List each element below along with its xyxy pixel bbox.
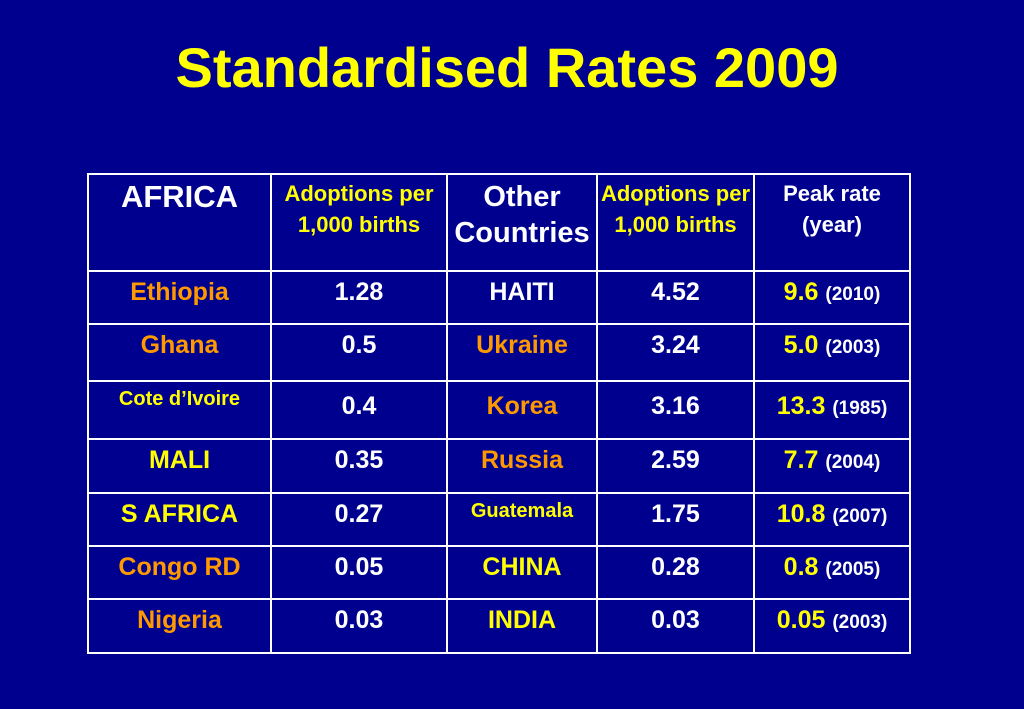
peak-rate: 0.05 [776,606,826,634]
africa-rate: 0.27 [270,492,448,547]
africa-country: S AFRICA [87,492,272,547]
other-country: Korea [446,380,598,440]
header-adoptions-africa: Adoptions per 1,000 births [270,173,448,272]
peak-year: (1985) [832,398,888,419]
table-row: Ghana 0.5 Ukraine 3.24 5.0 (2003) [87,323,911,382]
other-country: Russia [446,438,598,494]
peak-rate-cell: 5.0 (2003) [753,323,911,382]
peak-rate-cell: 0.8 (2005) [753,545,911,600]
table-header-row: AFRICA Adoptions per 1,000 births Other … [87,173,911,272]
africa-country: Ethiopia [87,270,272,325]
peak-rate-cell: 13.3 (1985) [753,380,911,440]
table-row: Cote d’Ivoire 0.4 Korea 3.16 13.3 (1985) [87,380,911,440]
page-title: Standardised Rates 2009 [175,36,839,99]
peak-rate-cell: 0.05 (2003) [753,598,911,654]
other-rate: 2.59 [596,438,755,494]
other-country: INDIA [446,598,598,654]
peak-rate-cell: 7.7 (2004) [753,438,911,494]
peak-year: (2005) [825,559,881,580]
africa-rate: 0.05 [270,545,448,600]
peak-rate-cell: 10.8 (2007) [753,492,911,547]
africa-country: Nigeria [87,598,272,654]
other-country: Ukraine [446,323,598,382]
africa-rate: 0.4 [270,380,448,440]
rates-table: AFRICA Adoptions per 1,000 births Other … [87,173,911,654]
peak-rate-cell: 9.6 (2010) [753,270,911,325]
africa-rate: 0.35 [270,438,448,494]
other-country: HAITI [446,270,598,325]
africa-country: MALI [87,438,272,494]
table-row: Ethiopia 1.28 HAITI 4.52 9.6 (2010) [87,270,911,325]
other-rate: 1.75 [596,492,755,547]
africa-country: Cote d’Ivoire [87,380,272,440]
peak-year: (2004) [825,452,881,473]
peak-rate: 0.8 [783,553,819,581]
header-other-countries: Other Countries [446,173,598,272]
table-row: S AFRICA 0.27 Guatemala 1.75 10.8 (2007) [87,492,911,547]
header-adoptions-other: Adoptions per 1,000 births [596,173,755,272]
table-row: MALI 0.35 Russia 2.59 7.7 (2004) [87,438,911,494]
table-row: Nigeria 0.03 INDIA 0.03 0.05 (2003) [87,598,911,654]
other-rate: 4.52 [596,270,755,325]
header-peak-rate: Peak rate (year) [753,173,911,272]
peak-year: (2003) [832,612,888,633]
other-country: CHINA [446,545,598,600]
peak-rate: 9.6 [783,278,819,306]
peak-year: (2003) [825,337,881,358]
other-country: Guatemala [446,492,598,547]
africa-country: Ghana [87,323,272,382]
other-rate: 0.03 [596,598,755,654]
other-rate: 0.28 [596,545,755,600]
table-row: Congo RD 0.05 CHINA 0.28 0.8 (2005) [87,545,911,600]
peak-rate: 7.7 [783,446,819,474]
other-rate: 3.16 [596,380,755,440]
peak-year: (2010) [825,284,881,305]
africa-rate: 0.5 [270,323,448,382]
other-rate: 3.24 [596,323,755,382]
africa-rate: 1.28 [270,270,448,325]
header-africa: AFRICA [87,173,272,272]
peak-rate: 13.3 [776,392,826,420]
peak-year: (2007) [832,506,888,527]
africa-rate: 0.03 [270,598,448,654]
peak-rate: 5.0 [783,331,819,359]
africa-country: Congo RD [87,545,272,600]
peak-rate: 10.8 [776,500,826,528]
